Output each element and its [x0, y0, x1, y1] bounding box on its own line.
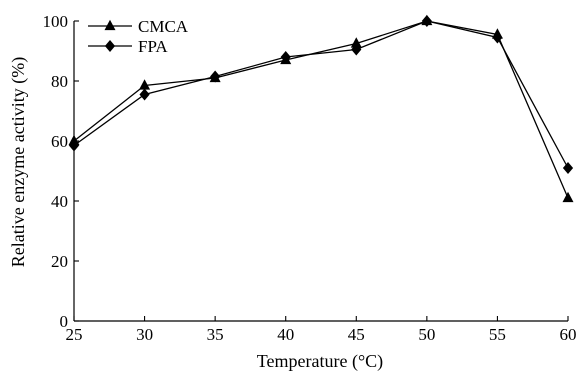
series-line-cmca [73, 20, 569, 199]
legend-item-fpa: FPA [88, 37, 168, 56]
legend-label-cmca: CMCA [138, 17, 189, 36]
legend-marker-cmca [104, 19, 116, 31]
series-layer [68, 14, 574, 203]
x-tick-label: 25 [66, 325, 83, 344]
data-point-fpa [562, 162, 574, 174]
y-tick-label: 40 [51, 192, 68, 211]
data-point-cmca [562, 191, 574, 203]
data-point-cmca [139, 79, 151, 90]
legend-marker-fpa [104, 40, 116, 52]
series-fpa [68, 15, 574, 174]
data-point-fpa [280, 51, 291, 63]
data-point-fpa [421, 15, 432, 27]
series-line-fpa [73, 20, 569, 169]
data-point-fpa [139, 88, 150, 101]
x-tick-label: 35 [207, 325, 224, 344]
y-tick-label: 80 [51, 72, 68, 91]
legend-label-fpa: FPA [138, 37, 168, 56]
y-tick-label: 100 [43, 12, 69, 31]
x-tick-label: 45 [348, 325, 365, 344]
y-axis-label: Relative enzyme activity (%) [8, 57, 29, 267]
data-point-cmca [350, 37, 362, 48]
data-point-fpa [210, 70, 221, 83]
x-axis-label: Temperature (°C) [257, 351, 383, 372]
x-tick-label: 60 [560, 325, 577, 344]
x-tick-label: 50 [418, 325, 435, 344]
x-tick-label: 30 [136, 325, 153, 344]
x-tick-label: 40 [277, 325, 294, 344]
y-tick-label: 60 [51, 132, 68, 151]
x-tick-label: 55 [489, 325, 506, 344]
legend-item-cmca: CMCA [88, 17, 189, 36]
data-point-fpa [68, 139, 80, 152]
data-point-fpa [492, 31, 503, 44]
axes: 0 20 40 60 80 100 25 30 35 40 45 50 55 60 [43, 12, 577, 344]
data-point-fpa [351, 43, 362, 56]
y-tick-label: 20 [51, 252, 68, 271]
y-tick-label: 0 [60, 312, 69, 331]
